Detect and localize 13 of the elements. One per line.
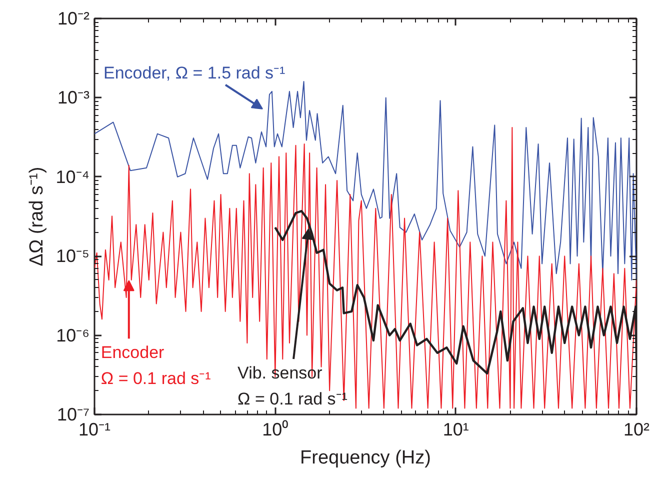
x-axis-title: Frequency (Hz) [300,448,431,468]
x-tick-label: 10¹ [442,420,469,440]
x-tick-label: 10⁰ [262,420,288,440]
annotation: Encoder Ω = 0.1 rad s⁻¹ [100,343,212,388]
y-tick-label: 10⁻² [57,8,90,28]
y-axis-title: ΔΩ (rad s⁻¹) [26,166,48,266]
y-tick-label: 10⁻⁶ [56,325,90,346]
y-tick-label: 10⁻⁵ [56,246,90,266]
annotation: Vib. sensor Ω = 0.1 rad s⁻¹ [238,363,348,408]
annotation: Encoder, Ω = 1.5 rad s⁻¹ [103,63,286,82]
x-tick-label: 10² [623,420,650,440]
y-tick-label: 10⁻⁴ [56,166,90,187]
y-tick-label: 10⁻³ [57,88,90,108]
